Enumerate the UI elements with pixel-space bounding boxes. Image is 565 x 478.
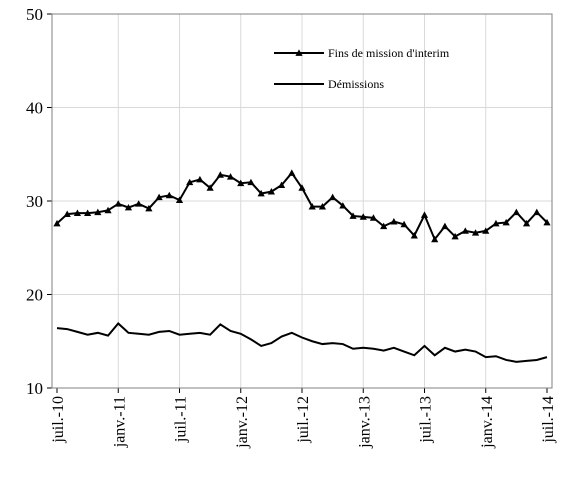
x-tick-label: janv.-12 [234, 396, 251, 449]
x-tick-label: janv.-13 [356, 396, 373, 449]
x-tick-label: juil.-13 [418, 396, 435, 444]
y-tick-label: 40 [26, 99, 43, 118]
point [216, 171, 224, 178]
point [318, 203, 327, 210]
point [522, 219, 531, 227]
x-tick-label: juil.-10 [50, 396, 67, 444]
x-tick-label: janv.-11 [111, 396, 128, 448]
point [451, 232, 459, 240]
point [380, 222, 388, 230]
series-line [56, 322, 548, 363]
point [257, 189, 265, 197]
point [226, 173, 235, 180]
point [441, 222, 449, 230]
point [298, 184, 306, 191]
point [155, 193, 163, 201]
point [410, 231, 418, 239]
point [288, 169, 296, 176]
x-tick-label: juil.-14 [540, 396, 557, 444]
point [431, 235, 439, 243]
point [206, 184, 214, 191]
point [63, 210, 71, 217]
x-tick-label: juil.-11 [173, 396, 190, 443]
point [308, 203, 316, 210]
legend-label: Fins de mission d'interim [328, 46, 450, 60]
point [461, 227, 469, 234]
point [73, 209, 82, 217]
point [135, 200, 143, 207]
point [369, 214, 378, 221]
point [145, 204, 153, 212]
point [165, 191, 173, 199]
x-tick-label: janv.-14 [479, 396, 496, 449]
legend-marker [295, 49, 303, 56]
point [390, 217, 398, 225]
point [329, 193, 337, 201]
y-tick-label: 10 [26, 379, 43, 398]
x-tick-label: juil.-12 [295, 396, 312, 444]
point [124, 203, 133, 211]
point [94, 208, 102, 216]
point [349, 212, 357, 219]
y-tick-label: 50 [26, 5, 43, 24]
point [533, 208, 541, 216]
point [277, 181, 286, 188]
point [482, 227, 490, 234]
y-tick-label: 20 [26, 286, 43, 305]
point [104, 206, 112, 214]
point [512, 208, 520, 216]
point [186, 178, 194, 186]
point [84, 209, 92, 217]
point [502, 218, 510, 226]
plot-frame [51, 13, 553, 389]
point [359, 213, 367, 220]
point [471, 229, 480, 236]
point [114, 200, 122, 207]
point [267, 188, 275, 195]
point [400, 220, 408, 228]
point [53, 219, 61, 227]
point [492, 219, 500, 227]
point [196, 175, 204, 183]
point [339, 202, 347, 209]
y-tick-label: 30 [26, 192, 43, 211]
legend-label: Démissions [328, 77, 384, 91]
point [175, 196, 184, 203]
point [247, 178, 255, 186]
point [237, 179, 245, 187]
point [420, 211, 429, 218]
point [543, 218, 551, 226]
